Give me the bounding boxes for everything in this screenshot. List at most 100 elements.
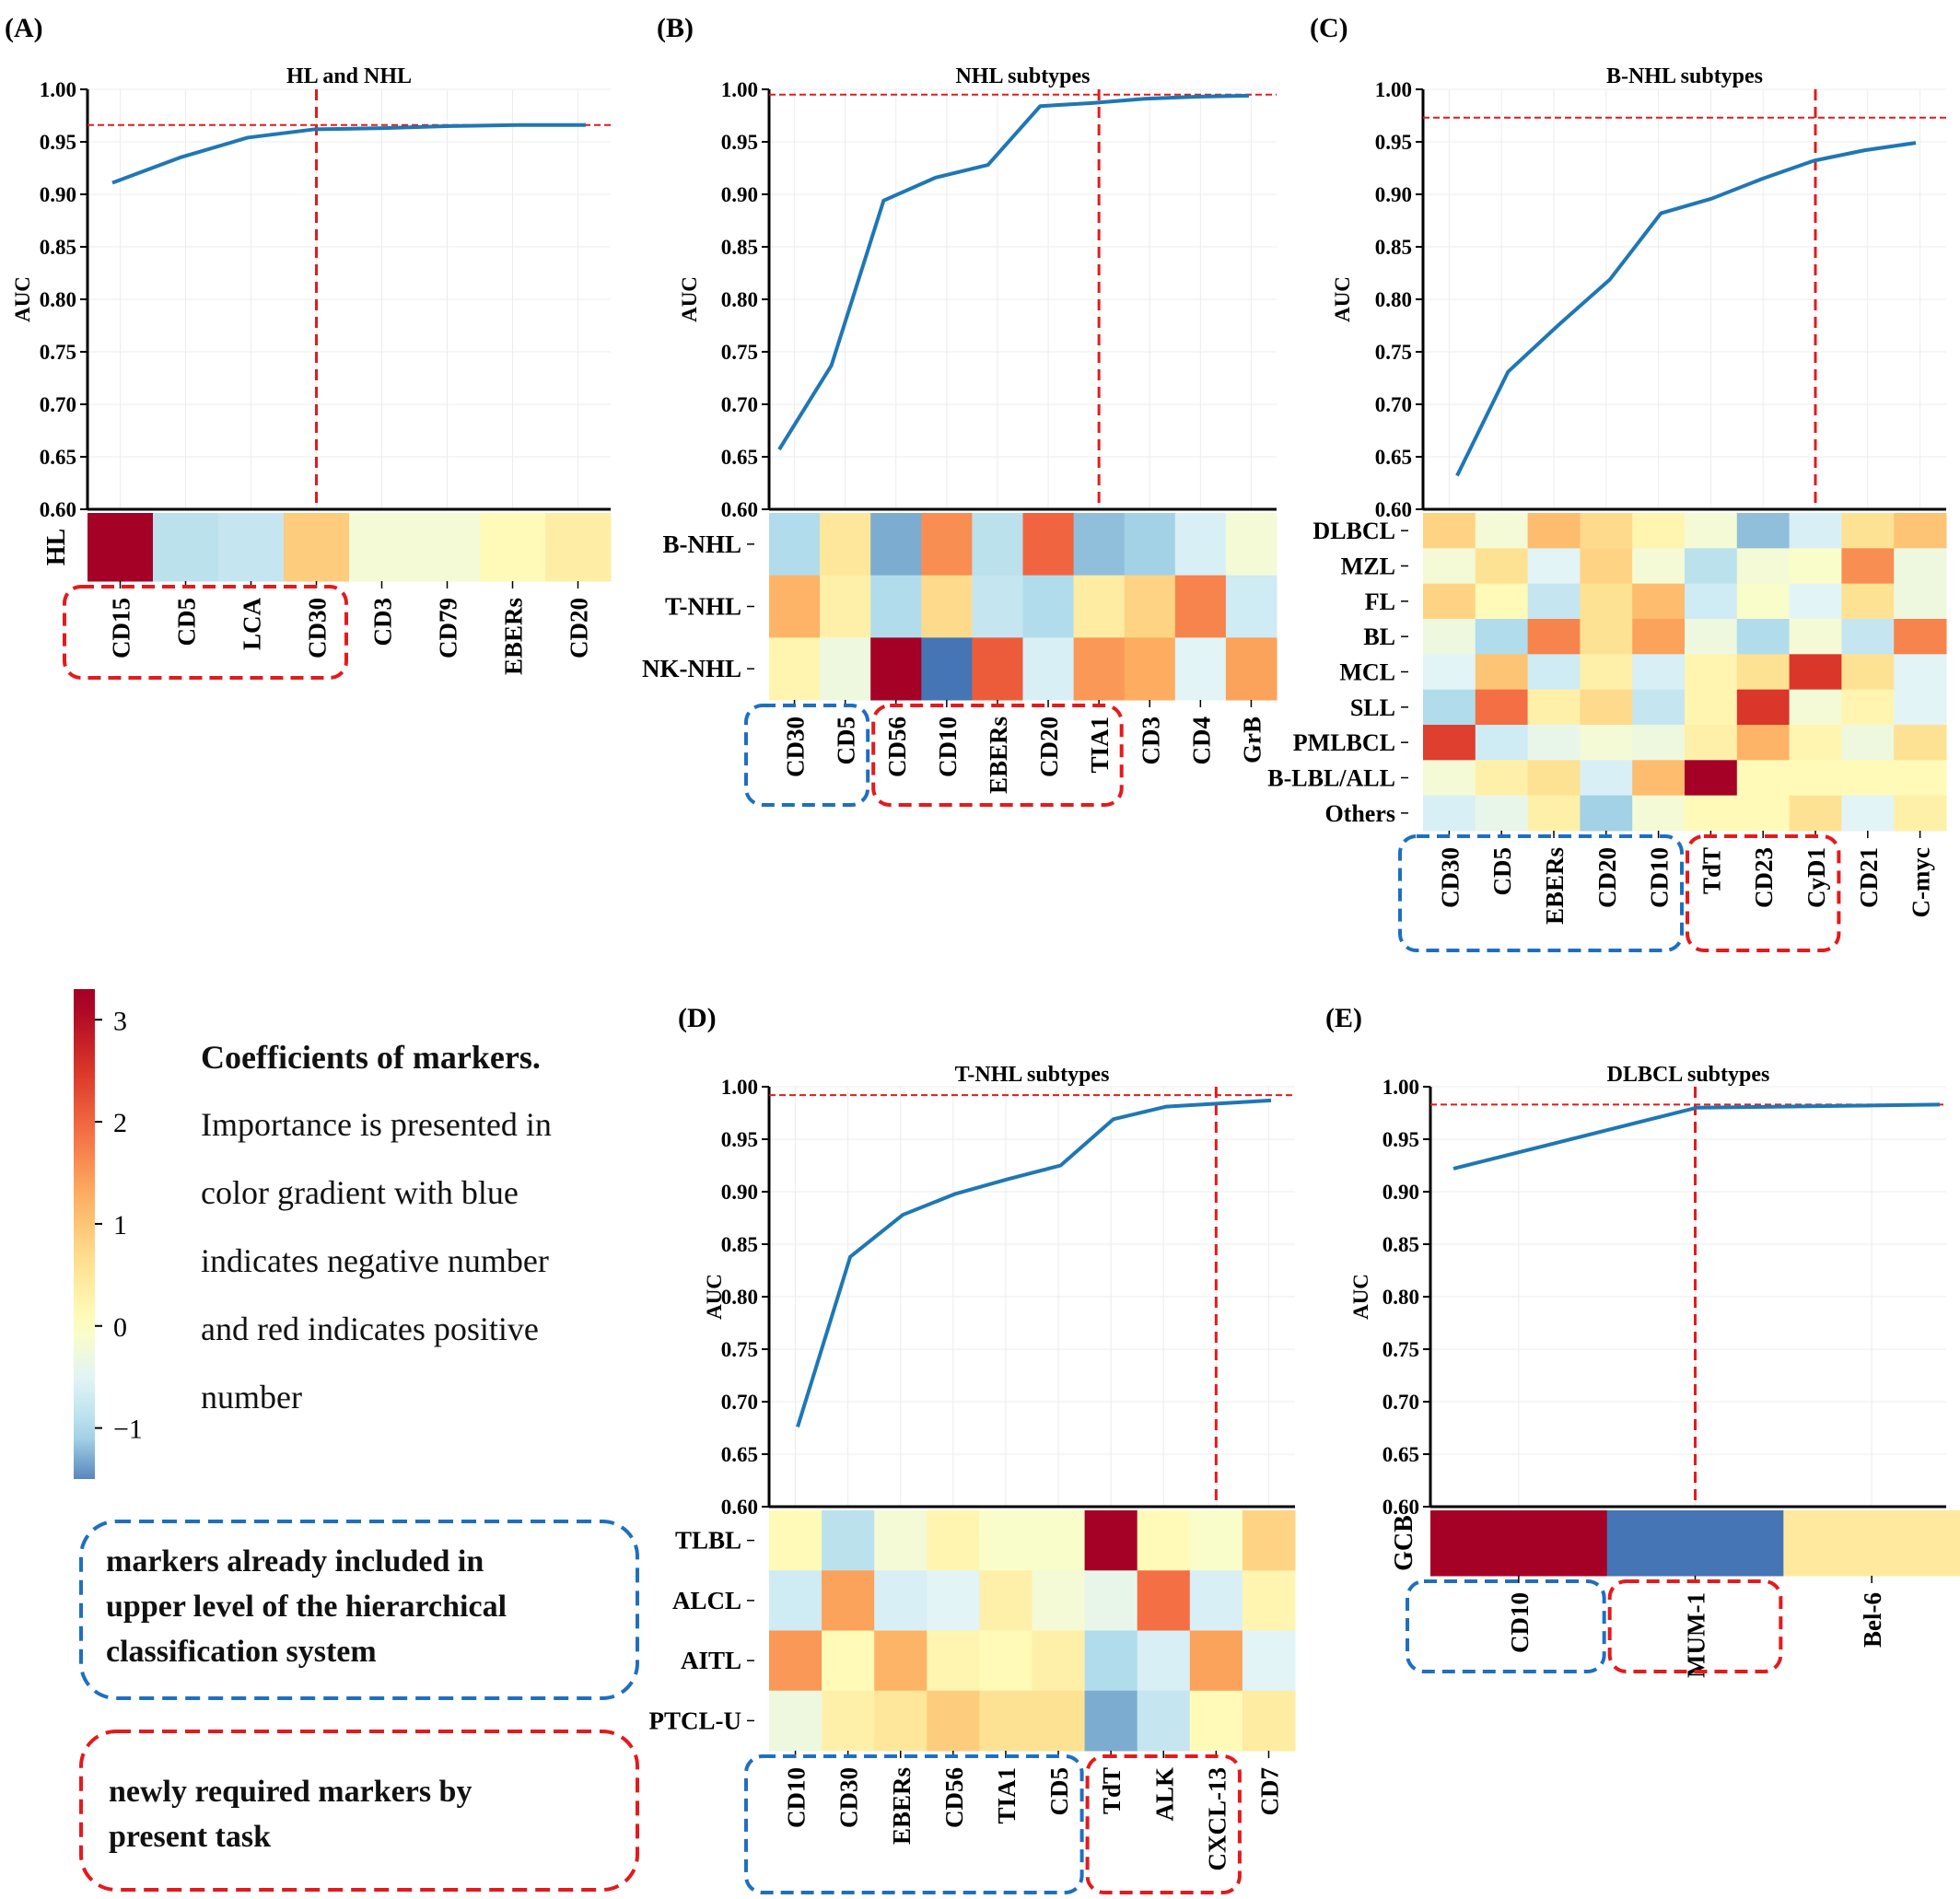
y-tick-label: 0.65: [721, 1443, 758, 1466]
heatmap-cell: [972, 575, 1023, 638]
heatmap-cell: [284, 513, 350, 582]
heatmap-cell: [349, 513, 415, 582]
heatmap-cell: [820, 575, 871, 638]
y-tick-label: 0.95: [1375, 131, 1412, 154]
heatmap-cell: [1580, 583, 1633, 620]
heatmap-row-label: NK-NHL: [642, 655, 741, 682]
heatmap-col-label: EBERs: [500, 598, 528, 675]
y-tick-label: 0.85: [40, 236, 76, 259]
heatmap-cell: [1225, 513, 1278, 577]
heatmap-col-label: CD23: [1750, 847, 1778, 908]
heatmap-cell: [1084, 1630, 1138, 1692]
heatmap-cell: [1022, 637, 1075, 701]
heatmap-cell: [1423, 548, 1476, 585]
heatmap-cell: [1736, 583, 1791, 620]
heatmap-row-label: PTCL-U: [649, 1707, 742, 1734]
heatmap-col-label: Bel-6: [1859, 1592, 1886, 1648]
y-tick-label: 0.60: [721, 498, 758, 521]
heatmap-cell: [1073, 637, 1126, 701]
heatmap-cell: [1174, 513, 1227, 577]
heatmap-cell: [874, 1690, 928, 1752]
y-tick-label: 0.65: [1382, 1443, 1419, 1466]
heatmap-row-label: PMLBCL: [1293, 729, 1395, 756]
y-tick-label: 0.80: [721, 288, 758, 311]
heatmap-cell: [820, 637, 871, 701]
legend-line-1: Importance is presented in: [201, 1106, 552, 1143]
heatmap-cell: [1632, 513, 1686, 549]
heatmap-cell: [1789, 725, 1842, 761]
y-tick-label: 0.65: [721, 446, 758, 469]
heatmap-cell: [1894, 725, 1947, 761]
heatmap-cell: [1685, 760, 1738, 797]
heatmap-col-label: CD20: [1593, 847, 1621, 908]
legend-line-4: and red indicates positive: [201, 1311, 539, 1347]
heatmap-row-label: DLBCL: [1312, 518, 1395, 544]
heatmap-cell: [1475, 689, 1529, 726]
heatmap-row-label: BL: [1363, 623, 1395, 650]
heatmap-cell: [1894, 760, 1947, 797]
heatmap-cell: [1124, 575, 1176, 638]
heatmap-cell: [921, 513, 973, 577]
heatmap-cell: [1841, 548, 1895, 585]
heatmap-cell: [1475, 583, 1529, 620]
y-tick-label: 0.75: [40, 341, 76, 364]
y-tick-label: 0.90: [721, 183, 758, 206]
heatmap-cell: [769, 575, 821, 638]
heatmap-cell: [1685, 548, 1738, 585]
colorbar-tick-label: 1: [113, 1210, 127, 1241]
heatmap-cell: [1423, 583, 1476, 620]
heatmap-cell: [1475, 513, 1529, 549]
y-tick-label: 1.00: [40, 78, 76, 101]
heatmap-cell: [1789, 795, 1842, 832]
heatmap-cell: [874, 1630, 928, 1692]
heatmap-cell: [1527, 619, 1581, 655]
y-tick-label: 0.95: [1382, 1128, 1419, 1151]
heatmap-cell: [1685, 583, 1738, 620]
heatmap-cell: [1736, 548, 1791, 585]
heatmap-cell: [1242, 1630, 1296, 1692]
heatmap-cell: [1430, 1510, 1608, 1577]
heatmap-col-label: ALK: [1150, 1767, 1178, 1822]
heatmap-col-label: CD5: [173, 598, 201, 647]
heatmap-cell: [1475, 654, 1529, 691]
legend-title: Coefficients of markers.: [201, 1039, 541, 1076]
heatmap-row-label: B-LBL/ALL: [1267, 765, 1395, 792]
heatmap-col-label: CD4: [1187, 716, 1215, 765]
heatmap-cell: [1423, 654, 1476, 691]
y-tick-label: 0.65: [1375, 446, 1412, 469]
heatmap-cell: [1475, 760, 1529, 797]
heatmap-cell: [545, 513, 612, 582]
heatmap-cell: [1789, 654, 1842, 691]
y-tick-label: 1.00: [1375, 78, 1412, 101]
heatmap-cell: [1124, 513, 1176, 577]
y-tick-label: 0.65: [40, 446, 76, 469]
heatmap-row-label: T-NHL: [665, 593, 741, 621]
heatmap-row-label: AITL: [681, 1647, 741, 1674]
y-axis-label: AUC: [1331, 276, 1354, 322]
panel-letter: (B): [657, 13, 694, 43]
heatmap-col-label: CD56: [940, 1767, 968, 1828]
y-tick-label: 0.70: [1375, 393, 1412, 416]
heatmap-cell: [1736, 795, 1791, 832]
heatmap-cell: [1189, 1630, 1243, 1692]
heatmap-cell: [1894, 513, 1947, 549]
y-tick-label: 0.75: [1375, 341, 1412, 364]
heatmap-cell: [870, 513, 922, 577]
heatmap-col-label: TIA1: [1086, 716, 1114, 774]
heatmap-row-label: SLL: [1350, 694, 1395, 721]
heatmap-cell: [979, 1690, 1032, 1752]
heatmap-cell: [1632, 548, 1686, 585]
heatmap-col-label: EBERs: [985, 716, 1012, 794]
heatmap-col-label: MUM-1: [1683, 1592, 1710, 1678]
heatmap-cell: [1685, 795, 1738, 832]
heatmap-col-label: CD3: [369, 598, 397, 647]
heatmap-col-label: CD56: [883, 716, 911, 777]
heatmap-cell: [1736, 619, 1791, 655]
heatmap-cell: [979, 1570, 1032, 1631]
heatmap-cell: [1606, 1510, 1784, 1577]
heatmap-cell: [88, 513, 154, 582]
heatmap-col-label: CD20: [1035, 716, 1063, 777]
heatmap-col-label: CyD1: [1802, 847, 1830, 908]
heatmap-cell: [1632, 619, 1686, 655]
